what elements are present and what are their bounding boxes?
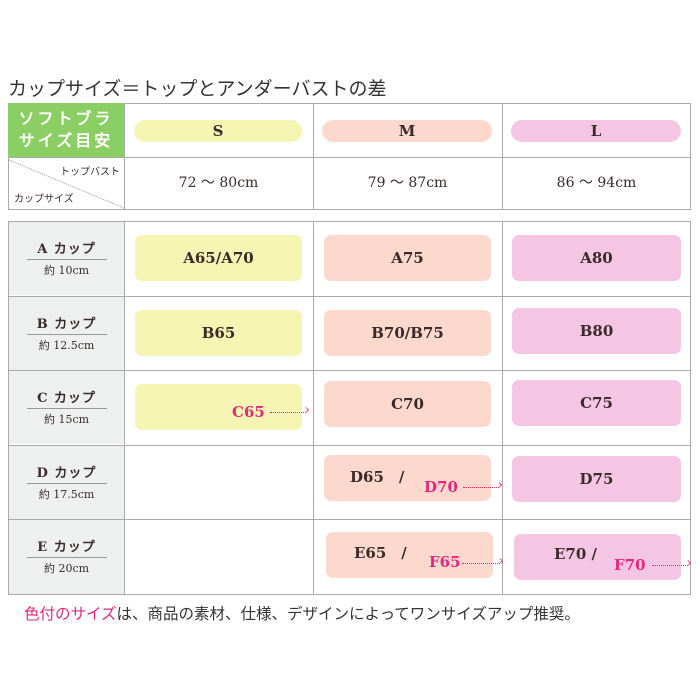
cell-a-l: A80 [512,235,681,281]
corner-line1: ソフトブラ [18,109,114,128]
arrow-right-icon [270,402,310,418]
upsize-f70: F70 [614,556,646,574]
bust-m: 79 ～ 87cm [367,175,448,191]
size-l-pill: L [511,120,681,142]
cup-label: A カップ [37,242,96,257]
arrow-right-icon [462,553,504,569]
diff-label: 約 20cm [43,562,90,575]
cup-label: E カップ [37,540,96,555]
bust-l: 86 ～ 94cm [556,175,637,191]
size-s-pill: S [134,120,302,142]
cell-d-m: D65 / [324,455,491,501]
row-e-label: E カップ約 20cm [9,520,124,594]
cell-b-s: B65 [135,310,302,356]
diagonal-divider [9,159,124,209]
cell-c-l: C75 [512,380,681,426]
row-a-label: A カップ約 10cm [9,222,124,295]
cell-e-m: E65 / [326,532,493,578]
footer-note: 色付のサイズは、商品の素材、仕様、デザインによってワンサイズアップ推奨。 [24,602,580,624]
bust-s: 72 ～ 80cm [178,175,259,191]
cell-a-s: A65/A70 [135,235,302,281]
soft-bra-size-label: ソフトブラサイズ目安 [8,103,124,157]
arrow-right-icon [463,477,503,493]
cup-size-table [8,221,691,595]
diff-label: 約 12.5cm [38,339,95,352]
footer-highlight: 色付のサイズ [24,605,117,623]
upsize-c65: C65 [232,403,265,421]
cell-d-l: D75 [512,456,681,502]
cell-e-l: E70 / [514,534,681,580]
cell-b-l: B80 [512,308,681,354]
cell-c-m: C70 [324,381,491,427]
corner-line2: サイズ目安 [18,131,114,150]
cup-label: D カップ [36,466,97,481]
upsize-f65: F65 [429,553,461,571]
diff-label: 約 17.5cm [38,488,95,501]
cell-b-m: B70/B75 [324,310,491,356]
row-d-label: D カップ約 17.5cm [9,446,124,519]
arrow-right-icon [652,555,692,571]
cup-size-label: カップサイズ [14,194,74,205]
row-b-label: B カップ約 12.5cm [9,297,124,370]
diff-label: 約 10cm [43,264,90,277]
top-bust-label: トップバスト [60,167,120,178]
footer-text: は、商品の素材、仕様、デザインによってワンサイズアップ推奨。 [116,605,580,623]
size-m-pill: M [322,120,492,142]
page-title: カップサイズ＝トップとアンダーバストの差 [8,78,387,100]
row-c-label: C カップ約 15cm [9,371,124,444]
cell-a-m: A75 [324,235,491,281]
upsize-d70: D70 [424,478,458,496]
cup-label: B カップ [36,317,97,332]
cup-label: C カップ [37,391,96,406]
diff-label: 約 15cm [43,413,90,426]
cell-c-s [135,384,302,430]
